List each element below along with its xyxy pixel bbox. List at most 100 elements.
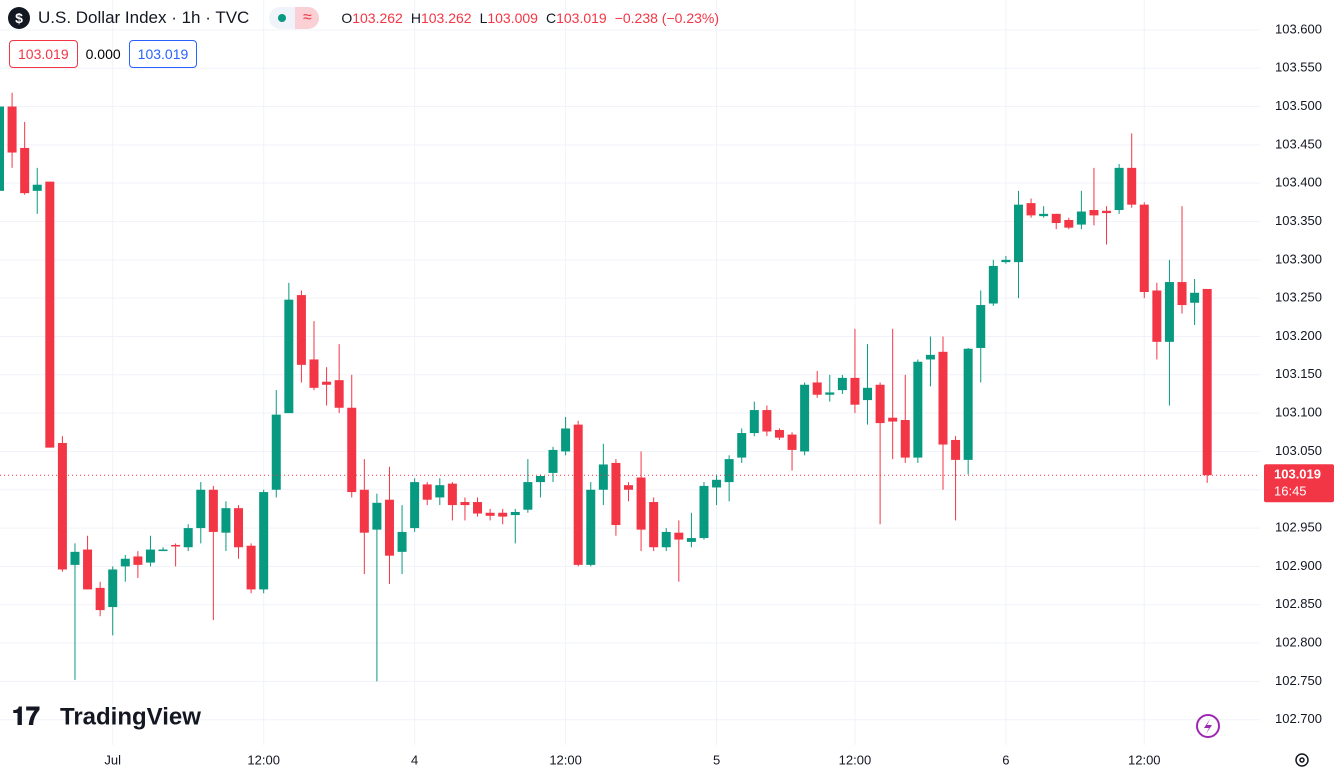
candle-body	[1139, 204, 1149, 293]
y-tick-label: 103.200	[1275, 328, 1322, 343]
candle-body	[535, 475, 545, 483]
candle-body	[20, 147, 30, 194]
indicator-values: 103.019 0.000 103.019	[9, 40, 198, 68]
x-tick-label: 12:00	[549, 752, 582, 767]
settings-icon-center	[1299, 757, 1305, 763]
candle-body	[812, 382, 822, 395]
candle-body	[988, 265, 998, 304]
candle-body	[951, 439, 961, 460]
candle-body	[888, 417, 898, 422]
ohlc-item: O103.262	[341, 10, 403, 26]
y-tick-label: 103.050	[1275, 443, 1322, 458]
candle-body	[875, 384, 885, 424]
legend: $ U.S. Dollar Index · 1h · TVC ≈ O103.26…	[8, 7, 719, 29]
candle-body	[460, 502, 470, 506]
candle-body	[45, 181, 55, 448]
price-label-bg	[1264, 464, 1334, 503]
candle-body	[372, 502, 382, 530]
candle-body	[296, 295, 306, 365]
candle-body	[410, 482, 420, 529]
candle-body	[674, 532, 684, 540]
lightning-icon[interactable]	[1196, 714, 1220, 738]
candle-body	[976, 305, 986, 348]
x-tick-label: 12:00	[1128, 752, 1161, 767]
y-tick-label: 102.700	[1275, 711, 1322, 726]
candle-body	[825, 392, 835, 395]
symbol-title[interactable]: U.S. Dollar Index · 1h · TVC	[38, 8, 250, 27]
status-pill[interactable]: ≈	[269, 7, 320, 29]
y-tick-label: 103.150	[1275, 366, 1322, 381]
x-tick-label: 12:00	[839, 752, 872, 767]
y-tick-label: 102.750	[1275, 673, 1322, 688]
candle-body	[1114, 167, 1124, 211]
candle-body	[196, 489, 206, 529]
candle-body	[83, 549, 93, 590]
candle-body	[0, 106, 4, 191]
candle-body	[221, 508, 231, 533]
ohlc-key: L	[479, 10, 488, 26]
candle-body	[435, 485, 445, 498]
candle-body	[32, 184, 42, 191]
candle-body	[284, 299, 294, 414]
y-tick-label: 103.400	[1275, 175, 1322, 190]
candle-body	[1026, 203, 1036, 216]
y-tick-label: 103.600	[1275, 21, 1322, 36]
candle-body	[1001, 259, 1011, 263]
candle-body	[485, 512, 495, 516]
y-tick-label: 102.800	[1275, 634, 1322, 649]
candle-body	[183, 528, 193, 548]
candle-body	[963, 348, 973, 460]
candle-body	[1102, 210, 1112, 214]
ohlc-key: H	[410, 10, 421, 26]
candle-body	[1127, 167, 1137, 205]
candle-body	[712, 479, 722, 488]
candle-body	[422, 484, 432, 500]
candle-body	[473, 502, 483, 514]
y-tick-label: 103.350	[1275, 213, 1322, 228]
candle-body	[1064, 219, 1074, 228]
candle-body	[1177, 282, 1187, 306]
value-text: 0.000	[85, 46, 121, 62]
y-tick-label: 103.250	[1275, 290, 1322, 305]
candle-body	[322, 381, 332, 385]
candle-body	[334, 380, 344, 408]
ohlc-item: L103.009	[480, 10, 538, 26]
candle-body	[586, 489, 596, 565]
candle-body	[787, 434, 797, 450]
settings-icon[interactable]	[1295, 753, 1309, 767]
price-axis-bg	[1260, 0, 1336, 782]
candle-body	[548, 449, 558, 473]
candle-body	[1039, 213, 1049, 217]
candle-body	[938, 351, 948, 445]
candle-body	[57, 443, 67, 570]
candle-body	[1051, 213, 1061, 224]
y-tick-label: 103.550	[1275, 60, 1322, 75]
candle-body	[523, 482, 533, 510]
candle-body	[359, 489, 369, 533]
y-tick-label: 103.300	[1275, 251, 1322, 266]
delayed-icon: ≈	[295, 7, 320, 29]
candle-body	[1076, 211, 1086, 225]
ohlc-item: H103.262	[411, 10, 472, 26]
value-badge: 103.019	[9, 40, 78, 68]
x-tick-label: 4	[411, 752, 418, 767]
candle-body	[510, 511, 520, 516]
price-label-time: 16:45	[1274, 484, 1307, 499]
x-tick-label: 5	[713, 752, 720, 767]
y-tick-label: 102.900	[1275, 558, 1322, 573]
candle-body	[1152, 290, 1162, 342]
candle-body	[145, 549, 155, 563]
candle-body	[686, 538, 696, 542]
symbol-icon: $	[8, 7, 30, 29]
candle-body	[1202, 288, 1212, 476]
y-tick-label: 103.500	[1275, 98, 1322, 113]
candle-body	[397, 531, 407, 552]
candle-body	[913, 361, 923, 458]
candle-body	[762, 410, 772, 432]
candle-body	[573, 424, 583, 565]
candle-body	[850, 377, 860, 405]
candle-body	[611, 462, 621, 526]
ohlc-value: 103.009	[487, 10, 538, 26]
candle-body	[70, 551, 80, 565]
